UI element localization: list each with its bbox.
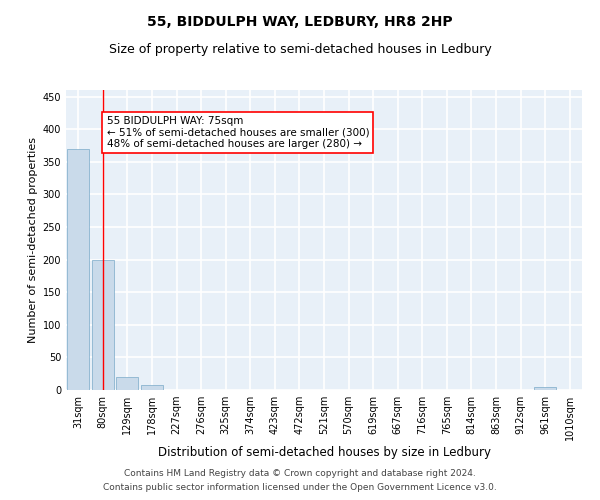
Text: Size of property relative to semi-detached houses in Ledbury: Size of property relative to semi-detach… (109, 42, 491, 56)
Bar (534, 386, 556, 390)
Text: 55, BIDDULPH WAY, LEDBURY, HR8 2HP: 55, BIDDULPH WAY, LEDBURY, HR8 2HP (147, 15, 453, 29)
Text: 55 BIDDULPH WAY: 75sqm
← 51% of semi-detached houses are smaller (300)
48% of se: 55 BIDDULPH WAY: 75sqm ← 51% of semi-det… (107, 116, 369, 150)
Bar (141, 385, 163, 390)
Text: Contains public sector information licensed under the Open Government Licence v3: Contains public sector information licen… (103, 484, 497, 492)
X-axis label: Distribution of semi-detached houses by size in Ledbury: Distribution of semi-detached houses by … (157, 446, 491, 458)
Bar (67, 148, 89, 390)
Text: Contains HM Land Registry data © Crown copyright and database right 2024.: Contains HM Land Registry data © Crown c… (124, 468, 476, 477)
Bar (116, 377, 139, 390)
Bar (92, 260, 114, 390)
Y-axis label: Number of semi-detached properties: Number of semi-detached properties (28, 137, 38, 343)
